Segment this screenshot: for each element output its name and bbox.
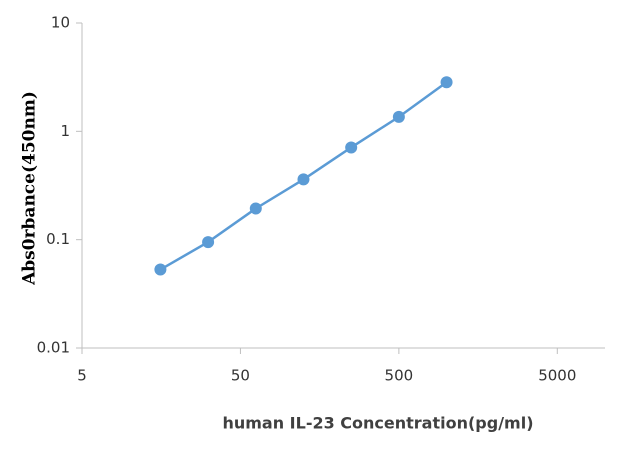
x-tick-label: 5000: [538, 367, 576, 385]
marker: [345, 141, 358, 154]
marker: [440, 76, 453, 89]
marker: [392, 110, 405, 123]
x-tick-label: 5: [77, 367, 87, 385]
y-tick-label: 0.1: [46, 230, 70, 248]
marker: [249, 202, 262, 215]
marker: [154, 263, 167, 276]
y-tick-label: 1: [60, 122, 70, 140]
marker: [202, 236, 215, 249]
y-tick-label: 10: [51, 14, 70, 32]
y-axis-label: Abs0rbance(450nm): [20, 91, 40, 286]
x-tick-label: 50: [231, 367, 250, 385]
marker: [297, 173, 310, 186]
y-tick-label: 0.01: [37, 339, 70, 357]
x-axis-label: human IL-23 Concentration(pg/ml): [222, 414, 533, 433]
x-tick-label: 500: [385, 367, 414, 385]
